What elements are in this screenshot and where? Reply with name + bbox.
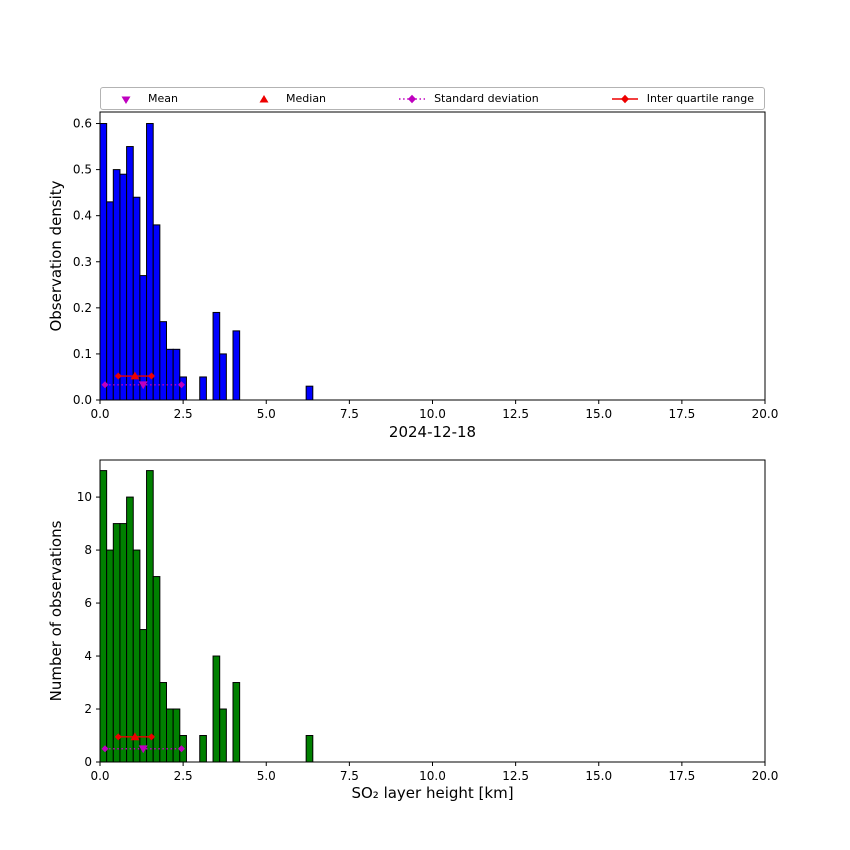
x-tick-label: 10.0 — [419, 407, 446, 421]
y-tick-label: 2 — [84, 702, 92, 716]
histogram-bar — [179, 376, 187, 401]
histogram-bar — [112, 523, 121, 763]
histogram-bar — [305, 385, 314, 401]
histogram-bar — [219, 708, 227, 763]
inter-quartile-range-marker-icon — [611, 94, 638, 103]
x-tick-label: 5.0 — [257, 769, 276, 783]
standard-deviation-cap — [101, 745, 109, 753]
y-tick-label: 6 — [84, 596, 92, 610]
y-tick-label: 0.6 — [73, 117, 92, 131]
histogram-bar — [112, 169, 121, 401]
mean-marker-icon — [121, 96, 131, 104]
histogram-bar — [106, 201, 114, 401]
histogram-bar — [119, 523, 128, 763]
x-axis-label: SO₂ layer height [km] — [351, 784, 514, 802]
date-title: 2024-12-18 — [388, 423, 477, 441]
x-tick-label: 2.5 — [174, 769, 193, 783]
y-tick-label: 0.5 — [73, 163, 92, 177]
x-tick-label: 17.5 — [669, 407, 696, 421]
x-tick-label: 15.0 — [585, 407, 612, 421]
histogram-bar — [126, 496, 134, 763]
x-tick-label: 7.5 — [340, 407, 359, 421]
y-tick-label: 8 — [84, 543, 92, 557]
histogram-bar — [126, 146, 134, 401]
histogram-bar — [212, 655, 221, 763]
histogram-bar — [139, 629, 148, 763]
inter-quartile-range-cap — [148, 733, 156, 741]
median-marker — [130, 732, 140, 741]
histogram-bar — [172, 348, 181, 401]
legend-label-standard-deviation: Standard deviation — [434, 92, 539, 105]
histogram-bar — [172, 708, 181, 763]
histogram-bar — [305, 735, 314, 763]
x-tick-label: 12.5 — [502, 769, 529, 783]
histogram-bar — [166, 708, 174, 763]
histogram-bar — [199, 376, 207, 401]
legend-item-standard-deviation: Standard deviation — [397, 92, 539, 106]
histogram-bar — [99, 470, 108, 763]
y-tick-label: 0.0 — [73, 393, 92, 407]
y-tick-label: 0.3 — [73, 255, 92, 269]
standard-deviation-cap — [177, 381, 185, 389]
legend-item-median: Median — [249, 92, 326, 106]
legend-item-inter-quartile-range: Inter quartile range — [610, 92, 754, 106]
legend-label-mean: Mean — [148, 92, 178, 105]
histogram-bar — [219, 353, 227, 401]
histogram-bar — [146, 470, 154, 763]
histogram-bar — [152, 576, 161, 763]
x-tick-label: 20.0 — [752, 407, 779, 421]
histogram-bar — [212, 311, 221, 401]
axes-border — [99, 459, 766, 763]
y-tick-label: 0.2 — [73, 301, 92, 315]
inter-quartile-range-cap — [114, 733, 122, 741]
standard-deviation-cap — [177, 745, 185, 753]
histogram-bar — [152, 224, 161, 401]
inter-quartile-range-cap — [148, 372, 156, 380]
histogram-bar — [166, 348, 174, 401]
y-tick-label: 4 — [84, 649, 92, 663]
histogram-bar — [232, 682, 241, 763]
x-tick-label: 5.0 — [257, 407, 276, 421]
y-tick-label: 10 — [77, 490, 92, 504]
y-tick-label: 0 — [84, 755, 92, 769]
x-tick-label: 17.5 — [669, 769, 696, 783]
x-tick-label: 15.0 — [585, 769, 612, 783]
standard-deviation-marker-icon — [399, 94, 426, 103]
x-tick-label: 12.5 — [502, 407, 529, 421]
histogram-bar — [232, 330, 241, 401]
histogram-bar — [159, 321, 168, 401]
histogram-bar — [106, 549, 114, 763]
histogram-bar — [132, 549, 141, 763]
legend-label-median: Median — [286, 92, 327, 105]
histogram-bar — [132, 196, 141, 401]
x-tick-label: 10.0 — [419, 769, 446, 783]
histogram-bar — [159, 682, 168, 763]
standard-deviation-cap — [101, 381, 109, 389]
legend-label-inter-quartile-range: Inter quartile range — [646, 92, 754, 105]
median-marker — [130, 371, 140, 380]
axes-border — [99, 111, 766, 401]
mean-marker — [138, 381, 148, 390]
inter-quartile-range-cap — [114, 372, 122, 380]
x-tick-label: 0.0 — [90, 407, 109, 421]
histogram-bar — [99, 123, 108, 401]
x-tick-label: 7.5 — [340, 769, 359, 783]
y-tick-label: 0.4 — [73, 209, 92, 223]
histogram-bar — [119, 173, 128, 401]
x-tick-label: 2.5 — [174, 407, 193, 421]
histogram-bar — [139, 275, 148, 401]
top-y-axis-label: Observation density — [47, 180, 65, 332]
legend: Mean Median Standard deviation Inter qua… — [100, 87, 765, 110]
legend-item-mean: Mean — [111, 92, 178, 106]
bottom-y-axis-label: Number of observations — [47, 520, 65, 702]
histogram-bar — [199, 735, 207, 763]
mean-marker — [138, 745, 148, 754]
histogram-bar — [146, 123, 154, 401]
x-tick-label: 20.0 — [752, 769, 779, 783]
y-tick-label: 0.1 — [73, 347, 92, 361]
x-tick-label: 0.0 — [90, 769, 109, 783]
median-marker-icon — [259, 94, 269, 102]
